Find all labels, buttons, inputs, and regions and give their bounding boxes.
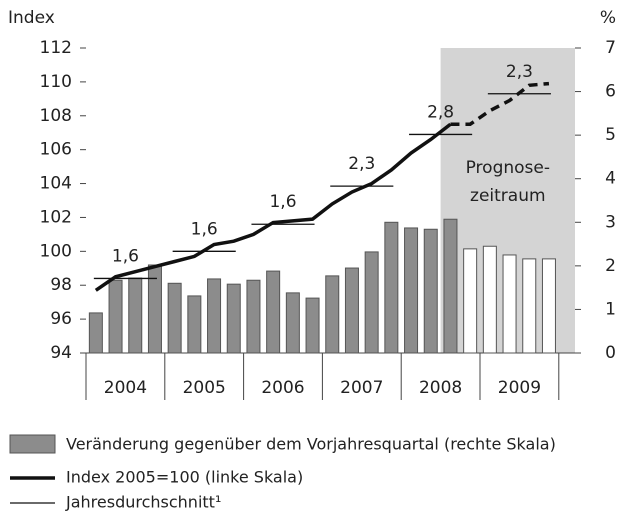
y2-tick-label: 2 <box>605 256 616 276</box>
bar <box>482 245 497 354</box>
bar <box>266 270 281 354</box>
bar <box>108 279 123 354</box>
bar <box>285 292 300 354</box>
bar <box>128 277 143 354</box>
annotation: 2,3 <box>348 154 375 174</box>
bar <box>187 295 202 354</box>
bar <box>443 218 458 354</box>
y-tick-label: 100 <box>40 241 72 261</box>
x-tick-label: 2009 <box>498 378 541 398</box>
legend-swatch <box>9 434 56 454</box>
bar <box>325 275 340 354</box>
y-axis-title: Index <box>8 8 55 28</box>
bar <box>404 227 419 354</box>
bar <box>246 279 261 354</box>
forecast-label: zeitraum <box>470 186 546 206</box>
annotation: 2,3 <box>506 62 533 82</box>
legend-label: Index 2005=100 (linke Skala) <box>66 468 303 487</box>
legend-label: Veränderung gegenüber dem Vorjahresquart… <box>66 435 556 454</box>
x-tick-label: 2007 <box>340 378 383 398</box>
y-tick-label: 110 <box>40 72 72 92</box>
y-tick-label: 106 <box>40 140 72 160</box>
bar <box>384 221 399 354</box>
y2-tick-label: 0 <box>605 343 616 363</box>
y-tick-label: 96 <box>50 309 72 329</box>
bar <box>541 258 556 354</box>
bar <box>423 228 438 354</box>
y2-tick-label: 7 <box>605 38 616 58</box>
y-tick-label: 108 <box>40 106 72 126</box>
bar <box>167 282 182 354</box>
x-tick-label: 2005 <box>183 378 226 398</box>
y-tick-label: 94 <box>50 343 72 363</box>
bar <box>305 297 320 354</box>
bar <box>463 248 478 354</box>
bar <box>88 312 103 354</box>
bar <box>364 251 379 354</box>
bar <box>522 258 537 354</box>
annotation: 1,6 <box>112 246 139 266</box>
bar <box>226 283 241 354</box>
y-tick-label: 104 <box>40 174 72 194</box>
bar <box>207 278 222 354</box>
index-line <box>94 122 452 292</box>
annotation: 1,6 <box>269 192 296 212</box>
x-tick-label: 2004 <box>104 378 147 398</box>
y2-axis-title: % <box>600 8 616 28</box>
y2-tick-label: 3 <box>605 212 616 232</box>
legend-label: Jahresdurchschnitt¹ <box>65 493 221 512</box>
forecast-label: Prognose- <box>466 158 550 178</box>
bar <box>344 267 359 354</box>
x-tick-label: 2008 <box>419 378 462 398</box>
y2-tick-label: 6 <box>605 82 616 102</box>
annotation: 2,8 <box>427 102 454 122</box>
y2-tick-label: 4 <box>605 169 616 189</box>
x-tick-label: 2006 <box>261 378 304 398</box>
y-tick-label: 98 <box>50 275 72 295</box>
y2-tick-label: 1 <box>605 299 616 319</box>
y2-tick-label: 5 <box>605 125 616 145</box>
index-line <box>450 81 550 126</box>
y-tick-label: 112 <box>40 38 72 58</box>
annotation: 1,6 <box>191 219 218 239</box>
bar <box>502 254 517 354</box>
y-tick-label: 102 <box>40 207 72 227</box>
